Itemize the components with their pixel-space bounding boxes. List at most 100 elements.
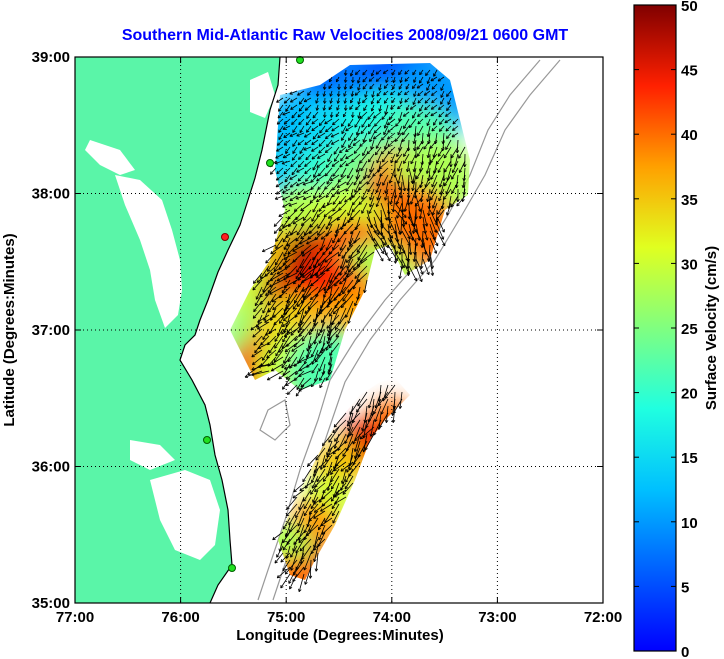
velocity-arrowhead [323, 294, 327, 298]
velocity-arrow [292, 489, 305, 499]
velocity-arrowhead [329, 100, 333, 104]
velocity-arrow [412, 167, 417, 184]
velocity-arrowhead [316, 478, 320, 483]
velocity-arrow [358, 195, 368, 205]
velocity-arrowhead [313, 264, 317, 268]
velocity-arrow [398, 139, 403, 151]
velocity-arrowhead [312, 167, 316, 171]
velocity-arrowhead [301, 288, 306, 292]
velocity-arrow [446, 132, 452, 139]
velocity-arrow [443, 188, 452, 200]
velocity-arrowhead [254, 302, 259, 307]
velocity-arrow [376, 97, 382, 104]
velocity-arrow [309, 265, 326, 279]
velocity-arrowhead [310, 550, 315, 555]
velocity-arrowhead [327, 448, 331, 452]
velocity-arrowhead [458, 155, 462, 159]
velocity-arrowhead [281, 331, 285, 335]
velocity-arrow [429, 258, 434, 276]
velocity-arrow [344, 475, 354, 490]
velocity-arrow [328, 286, 340, 303]
velocity-arrow [297, 272, 312, 288]
velocity-arrowhead [330, 471, 334, 475]
velocity-arrowhead [368, 131, 372, 135]
velocity-arrow [348, 132, 354, 141]
velocity-arrowhead [297, 523, 301, 527]
velocity-arrowhead [347, 268, 352, 273]
velocity-arrow [289, 90, 298, 95]
velocity-arrowhead [430, 176, 434, 180]
velocity-arrowhead [352, 441, 356, 445]
velocity-arrow [390, 90, 396, 96]
velocity-arrowhead [268, 330, 273, 335]
velocity-arrowhead [440, 101, 444, 105]
velocity-arrowhead [398, 405, 403, 409]
velocity-arrow [368, 391, 375, 409]
velocity-arrowhead [345, 155, 349, 160]
velocity-arrowhead [350, 230, 354, 235]
velocity-arrow [270, 167, 277, 175]
velocity-arrowhead [302, 182, 306, 186]
velocity-arrowhead [380, 411, 384, 415]
velocity-arrow [334, 496, 347, 505]
velocity-arrow [346, 412, 361, 427]
velocity-arrow [271, 356, 284, 365]
velocity-arrowhead [271, 299, 275, 303]
velocity-arrow [337, 97, 340, 104]
velocity-arrowhead [349, 411, 353, 415]
velocity-arrowhead [303, 567, 307, 571]
velocity-arrowhead [430, 112, 434, 117]
velocity-arrow [394, 132, 403, 142]
velocity-arrowhead [403, 221, 408, 225]
velocity-arrowhead [424, 114, 429, 118]
velocity-arrow [373, 244, 384, 262]
velocity-arrow [369, 188, 375, 201]
velocity-arrow [312, 202, 319, 213]
velocity-arrowhead [326, 332, 331, 337]
velocity-arrowhead [290, 163, 294, 168]
colorbar-label: Surface Velocity (cm/s) [703, 246, 720, 410]
velocity-arrow [430, 111, 438, 117]
velocity-arrow [331, 503, 340, 517]
velocity-arrow [380, 146, 389, 155]
velocity-arrow [354, 90, 361, 96]
velocity-arrowhead [277, 349, 282, 353]
velocity-arrow [300, 244, 312, 254]
velocity-arrow [364, 433, 375, 451]
velocity-arrowhead [311, 148, 315, 152]
velocity-arrow [283, 167, 291, 175]
velocity-arrowhead [276, 142, 281, 146]
velocity-arrowhead [357, 403, 361, 407]
velocity-arrowhead [303, 512, 308, 517]
velocity-arrow [425, 69, 431, 76]
velocity-arrowhead [297, 92, 301, 96]
velocity-arrow [311, 342, 319, 358]
velocity-arrowhead [318, 194, 322, 198]
velocity-arrowhead [318, 208, 322, 212]
velocity-arrowhead [376, 183, 380, 187]
velocity-arrow [278, 370, 291, 380]
velocity-arrow [408, 258, 410, 276]
velocity-arrow [339, 160, 347, 168]
velocity-arrow [411, 83, 417, 89]
velocity-arrowhead [320, 508, 324, 512]
velocity-arrow [262, 349, 270, 361]
velocity-arrow [380, 230, 389, 249]
velocity-arrow [321, 307, 333, 323]
velocity-arrow [344, 83, 347, 90]
velocity-arrow [416, 139, 424, 150]
velocity-arrow [326, 447, 340, 458]
velocity-arrowhead [282, 197, 286, 201]
velocity-arrow [298, 118, 305, 126]
velocity-arrow [369, 195, 375, 208]
velocity-arrow [297, 188, 305, 196]
velocity-arrow [424, 104, 431, 111]
velocity-arrowhead [295, 371, 299, 375]
velocity-arrowhead [369, 433, 374, 437]
velocity-arrow [257, 321, 270, 330]
velocity-arrow [290, 223, 298, 236]
velocity-arrowhead [276, 121, 281, 125]
velocity-arrowhead [350, 93, 355, 97]
velocity-arrowhead [283, 142, 288, 146]
velocity-arrowhead [283, 253, 287, 257]
